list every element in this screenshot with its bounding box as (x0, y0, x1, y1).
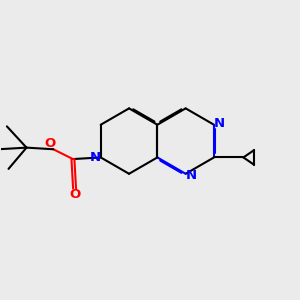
Text: O: O (45, 137, 56, 150)
Text: N: N (214, 117, 225, 130)
Text: O: O (69, 188, 80, 201)
Text: N: N (185, 169, 197, 182)
Text: N: N (90, 151, 101, 164)
